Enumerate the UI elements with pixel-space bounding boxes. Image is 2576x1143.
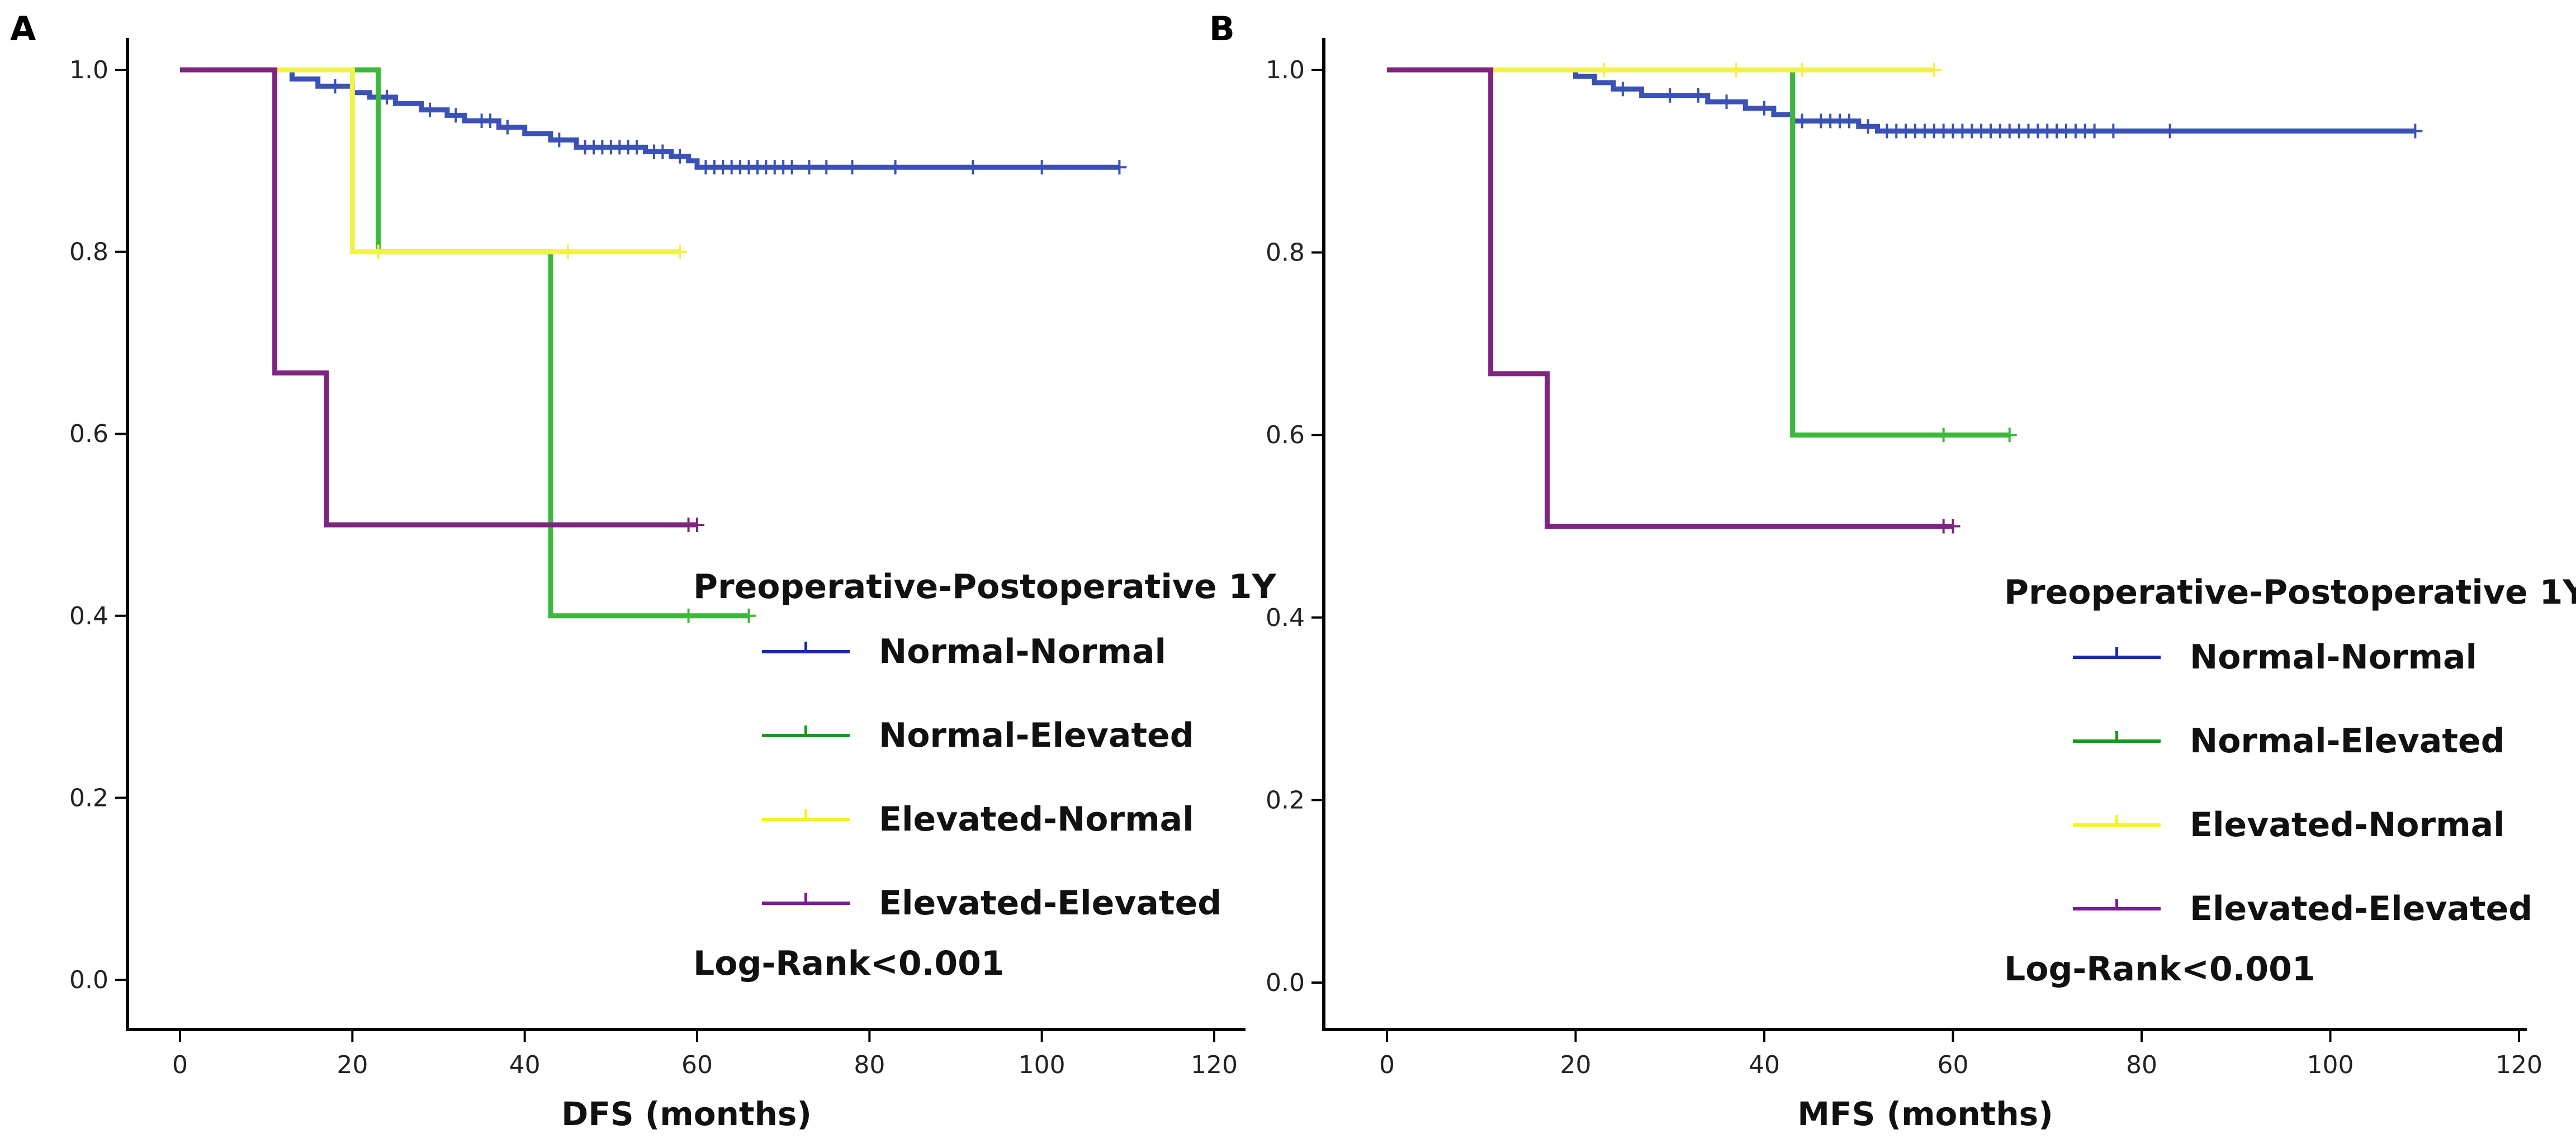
panel-a-legend-title: Preoperative-Postoperative 1Y — [693, 567, 1277, 606]
panel-b-x-tick-label: 60 — [1938, 1051, 1969, 1079]
panel-a-x-tick-label: 20 — [337, 1051, 368, 1079]
panel-b-y-tick-label: 0.4 — [1266, 604, 1305, 632]
panel-a-logrank-annotation: Log-Rank<0.001 — [693, 944, 1005, 983]
panel-b-legend-label: Elevated-Normal — [2190, 805, 2505, 845]
panel-b-y-tick-label: 1.0 — [1266, 56, 1305, 84]
panel-a-x-tick-label: 40 — [509, 1051, 541, 1079]
panel-a-y-tick-label: 0.0 — [69, 966, 108, 994]
panel-a-series-elevated-elevated — [180, 67, 704, 532]
panel-a-km-curve — [180, 67, 697, 528]
panel-b-legend: Preoperative-Postoperative 1Y Normal-Norm… — [2004, 573, 2576, 928]
panel-a-x-tick-label: 60 — [681, 1051, 713, 1079]
panel-b-logrank-annotation: Log-Rank<0.001 — [2004, 950, 2315, 989]
panel-a-y-tick-label: 0.6 — [69, 420, 108, 448]
panel-b-legend-item: Normal-Normal — [2073, 638, 2477, 677]
panel-b-series-normal-elevated — [1387, 67, 2017, 443]
panel-b: B 0.0 0.2 0.4 0.6 0.8 1.0 0 20 40 60 80 100 120 MFS (m… — [1209, 10, 2576, 1133]
panel-b-series-elevated-elevated — [1387, 67, 1961, 534]
panel-b-x-axis-title: MFS (months) — [1797, 1095, 2053, 1133]
panel-a-legend-item: Normal-Elevated — [762, 716, 1194, 755]
panel-b-y-tick-label: 0.6 — [1266, 421, 1305, 449]
panel-b-legend-label: Normal-Normal — [2190, 638, 2477, 677]
panel-a-legend-label: Normal-Normal — [879, 632, 1166, 671]
panel-b-letter: B — [1209, 10, 1235, 49]
panel-a-x-axis-title: DFS (months) — [561, 1095, 812, 1133]
panel-b-x-tick-label: 40 — [1749, 1051, 1780, 1079]
panel-a-y-tick-label: 0.2 — [69, 784, 108, 812]
panel-a: A 0.0 0.2 0.4 0.6 0.8 1.0 0 20 40 60 80 100 120 DFS (m… — [10, 10, 1277, 1133]
panel-a-legend-item: Elevated-Normal — [762, 800, 1194, 839]
panel-a-x-tick-label: 100 — [1019, 1051, 1066, 1079]
panel-a-km-curve — [180, 67, 680, 255]
panel-b-x-tick-label: 80 — [2126, 1051, 2157, 1079]
panel-b-x-tick-label: 20 — [1560, 1051, 1592, 1079]
panel-a-legend: Preoperative-Postoperative 1Y Normal-Norm… — [693, 567, 1277, 923]
panel-b-legend-item: Normal-Elevated — [2073, 722, 2505, 761]
panel-a-y-tick-label: 1.0 — [69, 56, 108, 84]
panel-b-legend-label: Normal-Elevated — [2190, 722, 2505, 761]
panel-a-x-tick-label: 120 — [1191, 1051, 1238, 1079]
panel-b-series-normal-normal — [1387, 67, 2423, 139]
panel-a-series-normal-normal — [180, 67, 1127, 175]
panel-a-legend-item: Elevated-Elevated — [762, 884, 1221, 923]
panel-a-y-tick-label: 0.4 — [69, 602, 108, 630]
panel-a-legend-label: Elevated-Elevated — [879, 884, 1221, 923]
panel-a-x-tick-label: 80 — [854, 1051, 885, 1079]
panel-b-legend-item: Elevated-Elevated — [2073, 889, 2532, 928]
panel-a-legend-label: Normal-Elevated — [879, 716, 1194, 755]
panel-a-series-elevated-normal — [180, 67, 688, 259]
panel-b-y-tick-label: 0.2 — [1266, 786, 1305, 814]
panel-a-legend-label: Elevated-Normal — [879, 800, 1194, 839]
panel-b-legend-label: Elevated-Elevated — [2190, 889, 2532, 928]
panel-b-x-tick-label: 0 — [1379, 1051, 1395, 1079]
panel-a-legend-item: Normal-Normal — [762, 632, 1166, 671]
panel-b-x-tick-label: 120 — [2496, 1051, 2542, 1079]
panel-b-y-tick-label: 0.8 — [1266, 239, 1305, 267]
panel-b-x-tick-label: 100 — [2307, 1051, 2354, 1079]
panel-b-y-tick-label: 0.0 — [1266, 969, 1305, 997]
panel-b-km-curve — [1387, 67, 2416, 134]
panel-a-x-tick-label: 0 — [172, 1051, 188, 1079]
panel-b-legend-title: Preoperative-Postoperative 1Y — [2004, 573, 2576, 612]
panel-a-y-tick-label: 0.8 — [69, 238, 108, 267]
panel-b-km-curve — [1387, 67, 1953, 529]
panel-a-letter: A — [10, 10, 36, 49]
panel-b-legend-item: Elevated-Normal — [2073, 805, 2505, 845]
